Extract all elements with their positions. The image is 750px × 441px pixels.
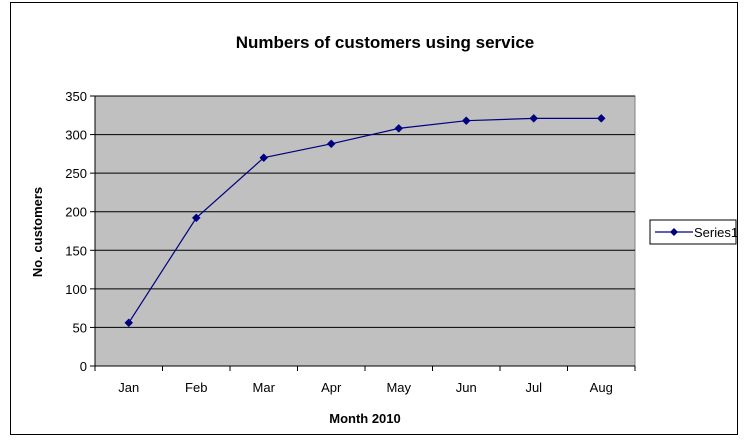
- x-tick-label: Aug: [590, 380, 613, 395]
- y-tick-label: 200: [65, 205, 87, 220]
- data-point-marker: [596, 114, 606, 123]
- x-tick-label: Mar: [253, 380, 276, 395]
- series-line: [128, 117, 602, 324]
- x-tick-label: Jul: [525, 380, 542, 395]
- y-axis-label: No. customers: [30, 187, 45, 277]
- data-point-marker: [259, 153, 269, 163]
- x-tick-label: May: [386, 380, 411, 395]
- x-axis-label: Month 2010: [329, 411, 401, 426]
- gridlines: [95, 95, 635, 328]
- data-point-marker: [326, 139, 336, 149]
- y-tick-label: 250: [65, 166, 87, 181]
- x-tick-label: Feb: [185, 380, 207, 395]
- x-tick-labels: Jan Feb Mar Apr May Jun Jul Aug: [118, 380, 613, 395]
- x-tick-label: Jun: [456, 380, 477, 395]
- data-point-marker: [394, 124, 404, 133]
- data-point-marker: [529, 114, 539, 123]
- data-point-marker: [191, 213, 201, 223]
- y-tick-label: 300: [65, 128, 87, 143]
- legend: Series1: [649, 219, 738, 245]
- y-tick-label: 100: [65, 282, 87, 297]
- y-tick-label: 150: [65, 243, 87, 258]
- y-tick-label: 350: [65, 89, 87, 104]
- series-group: [124, 114, 606, 328]
- axes: [90, 95, 636, 371]
- legend-label: Series1: [694, 225, 738, 240]
- x-tick-label: Apr: [321, 380, 342, 395]
- data-point-marker: [461, 116, 471, 126]
- plot-area: [94, 95, 636, 367]
- data-point-marker: [124, 318, 134, 328]
- y-tick-labels: 0 50 100 150 200 250 300 350: [65, 89, 87, 374]
- chart-title: Numbers of customers using service: [236, 33, 535, 52]
- x-tick-label: Jan: [118, 380, 139, 395]
- y-tick-label: 50: [73, 320, 87, 335]
- legend-marker: [670, 228, 678, 236]
- y-tick-label: 0: [80, 359, 87, 374]
